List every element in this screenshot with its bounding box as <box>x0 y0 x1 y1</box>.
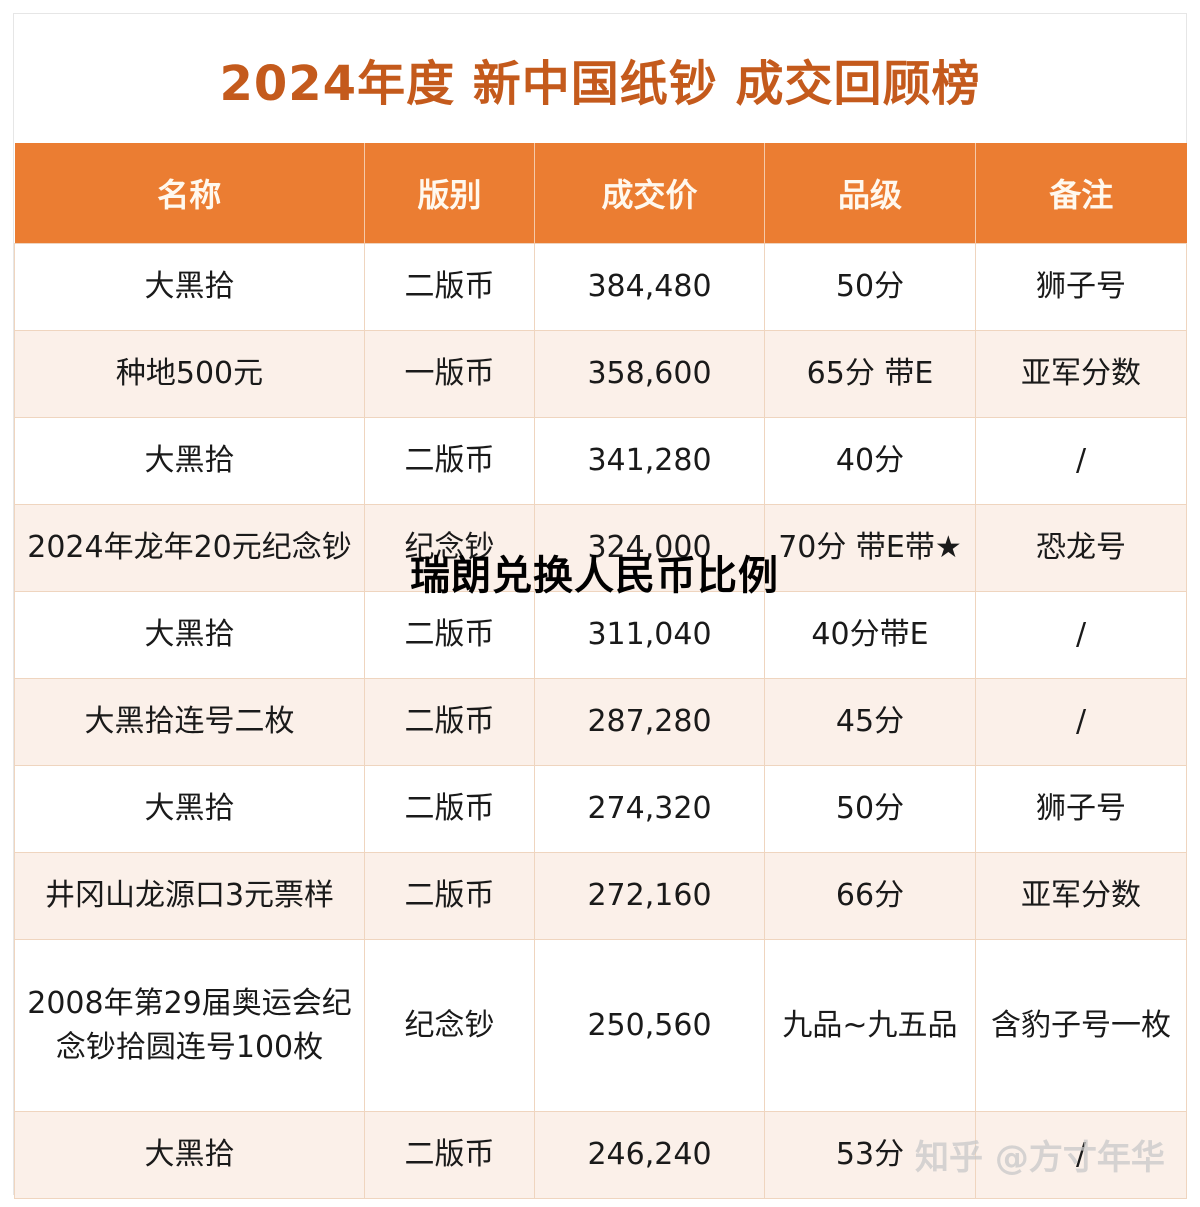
cell-grade: 45分 <box>764 678 976 766</box>
cell-note: / <box>975 591 1187 679</box>
cell-price: 250,560 <box>534 939 765 1112</box>
cell-name: 大黑拾 <box>14 765 365 853</box>
cell-price: 274,320 <box>534 765 765 853</box>
page-title: 2024年度 新中国纸钞 成交回顾榜 <box>219 55 981 112</box>
table-row: 大黑拾连号二枚 二版币 287,280 45分 / <box>14 678 1187 766</box>
table-row: 2024年龙年20元纪念钞 纪念钞 324,000 70分 带E带★ 恐龙号 <box>14 504 1187 592</box>
cell-grade: 53分 <box>764 1111 976 1199</box>
cell-name: 大黑拾连号二枚 <box>14 678 365 766</box>
table-row: 2008年第29届奥运会纪念钞拾圆连号100枚 纪念钞 250,560 九品~九… <box>14 939 1187 1112</box>
cell-note: 亚军分数 <box>975 330 1187 418</box>
cell-grade: 40分带E <box>764 591 976 679</box>
cell-price: 341,280 <box>534 417 765 505</box>
cell-name: 大黑拾 <box>14 243 365 331</box>
cell-edition: 二版币 <box>364 243 535 331</box>
cell-name: 井冈山龙源口3元票样 <box>14 852 365 940</box>
cell-name: 大黑拾 <box>14 417 365 505</box>
cell-edition: 二版币 <box>364 1111 535 1199</box>
cell-grade: 40分 <box>764 417 976 505</box>
cell-name: 2008年第29届奥运会纪念钞拾圆连号100枚 <box>14 939 365 1112</box>
cell-edition: 纪念钞 <box>364 504 535 592</box>
cell-name: 大黑拾 <box>14 1111 365 1199</box>
cell-name: 2024年龙年20元纪念钞 <box>14 504 365 592</box>
overlay-caption: 瑞朗兑换人民币比例 <box>410 553 779 599</box>
cell-grade: 九品~九五品 <box>764 939 976 1112</box>
cell-note: 含豹子号一枚 <box>975 939 1187 1112</box>
header-name: 名称 <box>14 143 365 244</box>
cell-grade: 50分 <box>764 765 976 853</box>
cell-note: 狮子号 <box>975 243 1187 331</box>
cell-price: 246,240 <box>534 1111 765 1199</box>
cell-price: 358,600 <box>534 330 765 418</box>
cell-grade: 50分 <box>764 243 976 331</box>
table-row: 大黑拾 二版币 341,280 40分 / <box>14 417 1187 505</box>
cell-edition: 二版币 <box>364 852 535 940</box>
cell-edition: 二版币 <box>364 591 535 679</box>
table-row: 大黑拾 二版币 384,480 50分 狮子号 <box>14 243 1187 331</box>
table-row: 大黑拾 二版币 311,040 40分带E / <box>14 591 1187 679</box>
cell-price: 272,160 <box>534 852 765 940</box>
cell-note: / <box>975 417 1187 505</box>
cell-price: 311,040 <box>534 591 765 679</box>
cell-note: 恐龙号 <box>975 504 1187 592</box>
watermark: 知乎 @方寸年华 <box>915 1138 1165 1178</box>
cell-note: 亚军分数 <box>975 852 1187 940</box>
cell-edition: 一版币 <box>364 330 535 418</box>
cell-note: 狮子号 <box>975 765 1187 853</box>
table-row: 井冈山龙源口3元票样 二版币 272,160 66分 亚军分数 <box>14 852 1187 940</box>
table-row: 种地500元 一版币 358,600 65分 带E 亚军分数 <box>14 330 1187 418</box>
cell-note: / <box>975 1111 1187 1199</box>
header-edition: 版别 <box>364 143 535 244</box>
table-row: 大黑拾 二版币 274,320 50分 狮子号 <box>14 765 1187 853</box>
cell-note: / <box>975 678 1187 766</box>
cell-price: 384,480 <box>534 243 765 331</box>
table-header-row: 名称 版别 成交价 品级 备注 <box>14 143 1187 244</box>
table-row: 大黑拾 二版币 246,240 53分 / <box>14 1111 1187 1199</box>
cell-edition: 二版币 <box>364 765 535 853</box>
cell-edition: 纪念钞 <box>364 939 535 1112</box>
cell-name: 大黑拾 <box>14 591 365 679</box>
transactions-table: 名称 版别 成交价 品级 备注 大黑拾 二版币 384,480 50分 狮子号 … <box>14 143 1187 1199</box>
cell-grade: 70分 带E带★ <box>764 504 976 592</box>
header-note: 备注 <box>975 143 1187 244</box>
cell-price: 287,280 <box>534 678 765 766</box>
cell-edition: 二版币 <box>364 417 535 505</box>
cell-edition: 二版币 <box>364 678 535 766</box>
header-grade: 品级 <box>764 143 976 244</box>
cell-name: 种地500元 <box>14 330 365 418</box>
cell-grade: 66分 <box>764 852 976 940</box>
cell-grade: 65分 带E <box>764 330 976 418</box>
header-price: 成交价 <box>534 143 765 244</box>
